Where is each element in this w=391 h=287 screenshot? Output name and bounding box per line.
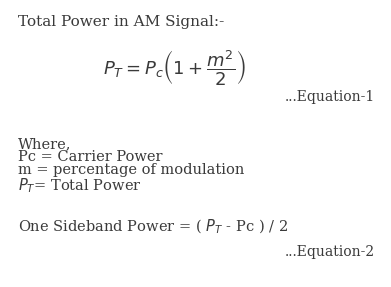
Text: One Sideband Power = ( $P_T$ - Pc ) / 2: One Sideband Power = ( $P_T$ - Pc ) / 2	[18, 218, 288, 236]
Text: ...Equation-1: ...Equation-1	[285, 90, 375, 104]
Text: $P_T = P_c\left(1 + \dfrac{m^2}{2}\right)$: $P_T = P_c\left(1 + \dfrac{m^2}{2}\right…	[103, 48, 247, 86]
Text: $P_T$= Total Power: $P_T$= Total Power	[18, 176, 142, 195]
Text: Pc = Carrier Power: Pc = Carrier Power	[18, 150, 163, 164]
Text: Where,: Where,	[18, 137, 72, 151]
Text: ...Equation-2: ...Equation-2	[285, 245, 375, 259]
Text: Total Power in AM Signal:-: Total Power in AM Signal:-	[18, 15, 224, 29]
Text: m = percentage of modulation: m = percentage of modulation	[18, 163, 244, 177]
